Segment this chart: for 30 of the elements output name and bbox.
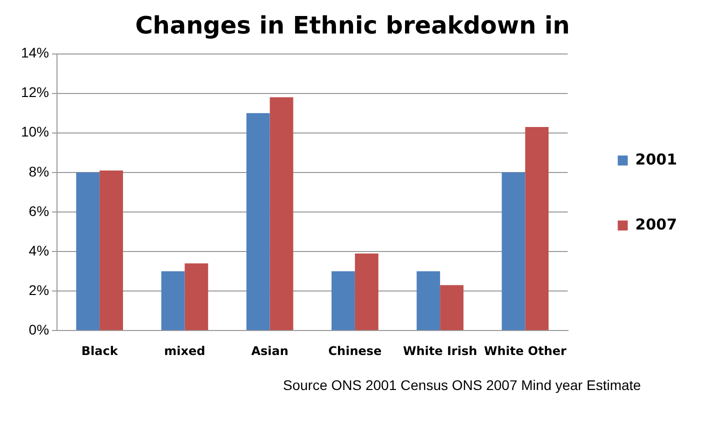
bar [502, 172, 526, 330]
bar [525, 126, 549, 330]
source-note: Source ONS 2001 Census ONS 2007 Mind year Estimate [283, 377, 642, 393]
y-tick-label: 8% [28, 163, 50, 180]
bar [100, 170, 123, 330]
bar [161, 271, 185, 330]
y-tick-label: 10% [20, 124, 50, 140]
bar [184, 263, 208, 330]
bar [332, 271, 355, 330]
bar [270, 97, 294, 330]
y-tick-label: 4% [28, 242, 50, 258]
bar [416, 271, 440, 330]
y-tick-label: 12% [20, 84, 50, 100]
x-tick-label: Black [81, 344, 119, 358]
bar [246, 113, 270, 330]
x-tick-label: Chinese [328, 344, 382, 358]
chart-title: Changes in Ethnic breakdown in [135, 12, 570, 40]
legend-label: 2007 [635, 215, 677, 234]
y-tick-label: 2% [28, 282, 50, 298]
x-tick-label: White Irish [403, 344, 478, 358]
x-tick-label: Asian [251, 344, 288, 358]
bar [440, 285, 464, 330]
x-tick-label: White Other [484, 344, 567, 358]
bar [76, 172, 100, 330]
legend-label: 2001 [635, 150, 677, 168]
y-tick-label: 0% [28, 321, 50, 338]
x-tick-label: mixed [164, 344, 206, 358]
bar [354, 253, 378, 330]
y-tick-label: 6% [28, 202, 50, 219]
y-tick-label: 14% [20, 44, 50, 61]
